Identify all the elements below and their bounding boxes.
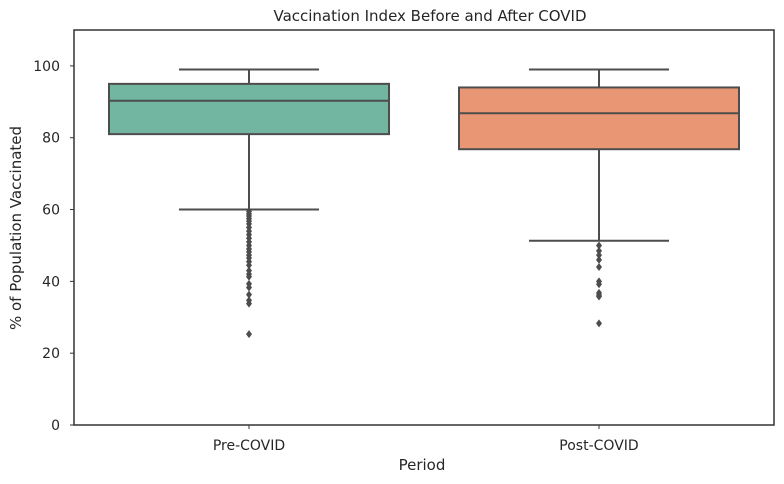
- outlier-point: [596, 251, 602, 260]
- outlier-point: [596, 263, 602, 271]
- iqr-box: [108, 82, 390, 136]
- y-axis-label: % of Population Vaccinated: [7, 126, 25, 330]
- outlier-point: [246, 261, 252, 270]
- y-tick-label: 80: [42, 131, 60, 147]
- y-tick-label: 40: [42, 274, 60, 290]
- outlier-point: [246, 283, 252, 292]
- y-tick-label: 100: [33, 59, 60, 75]
- outlier-point: [596, 241, 602, 250]
- y-axis: 0 20 40 60 80 100: [33, 59, 74, 434]
- x-tick-label: Post-COVID: [559, 438, 638, 454]
- outlier-point: [596, 255, 602, 264]
- x-tick-label: Pre-COVID: [213, 438, 285, 454]
- y-tick-label: 20: [42, 346, 60, 362]
- outlier-point: [596, 292, 602, 301]
- outlier-point: [246, 299, 252, 308]
- y-tick-label: 60: [42, 203, 60, 219]
- outlier-point: [596, 319, 602, 328]
- outlier-point: [596, 280, 602, 289]
- plot-area: [73, 29, 775, 426]
- box-group-post-covid: [458, 68, 740, 328]
- chart-title: Vaccination Index Before and After COVID: [273, 7, 586, 25]
- outlier-point: [246, 330, 252, 339]
- outlier-point: [246, 290, 252, 299]
- y-tick-label: 0: [51, 418, 60, 434]
- x-axis: Pre-COVID Post-COVID: [213, 425, 639, 454]
- box-group-pre-covid: [108, 68, 390, 339]
- outlier-point: [596, 246, 602, 255]
- plot-frame: [73, 29, 775, 426]
- outlier-point: [246, 272, 252, 281]
- x-axis-label: Period: [399, 456, 446, 474]
- iqr-box: [458, 86, 740, 151]
